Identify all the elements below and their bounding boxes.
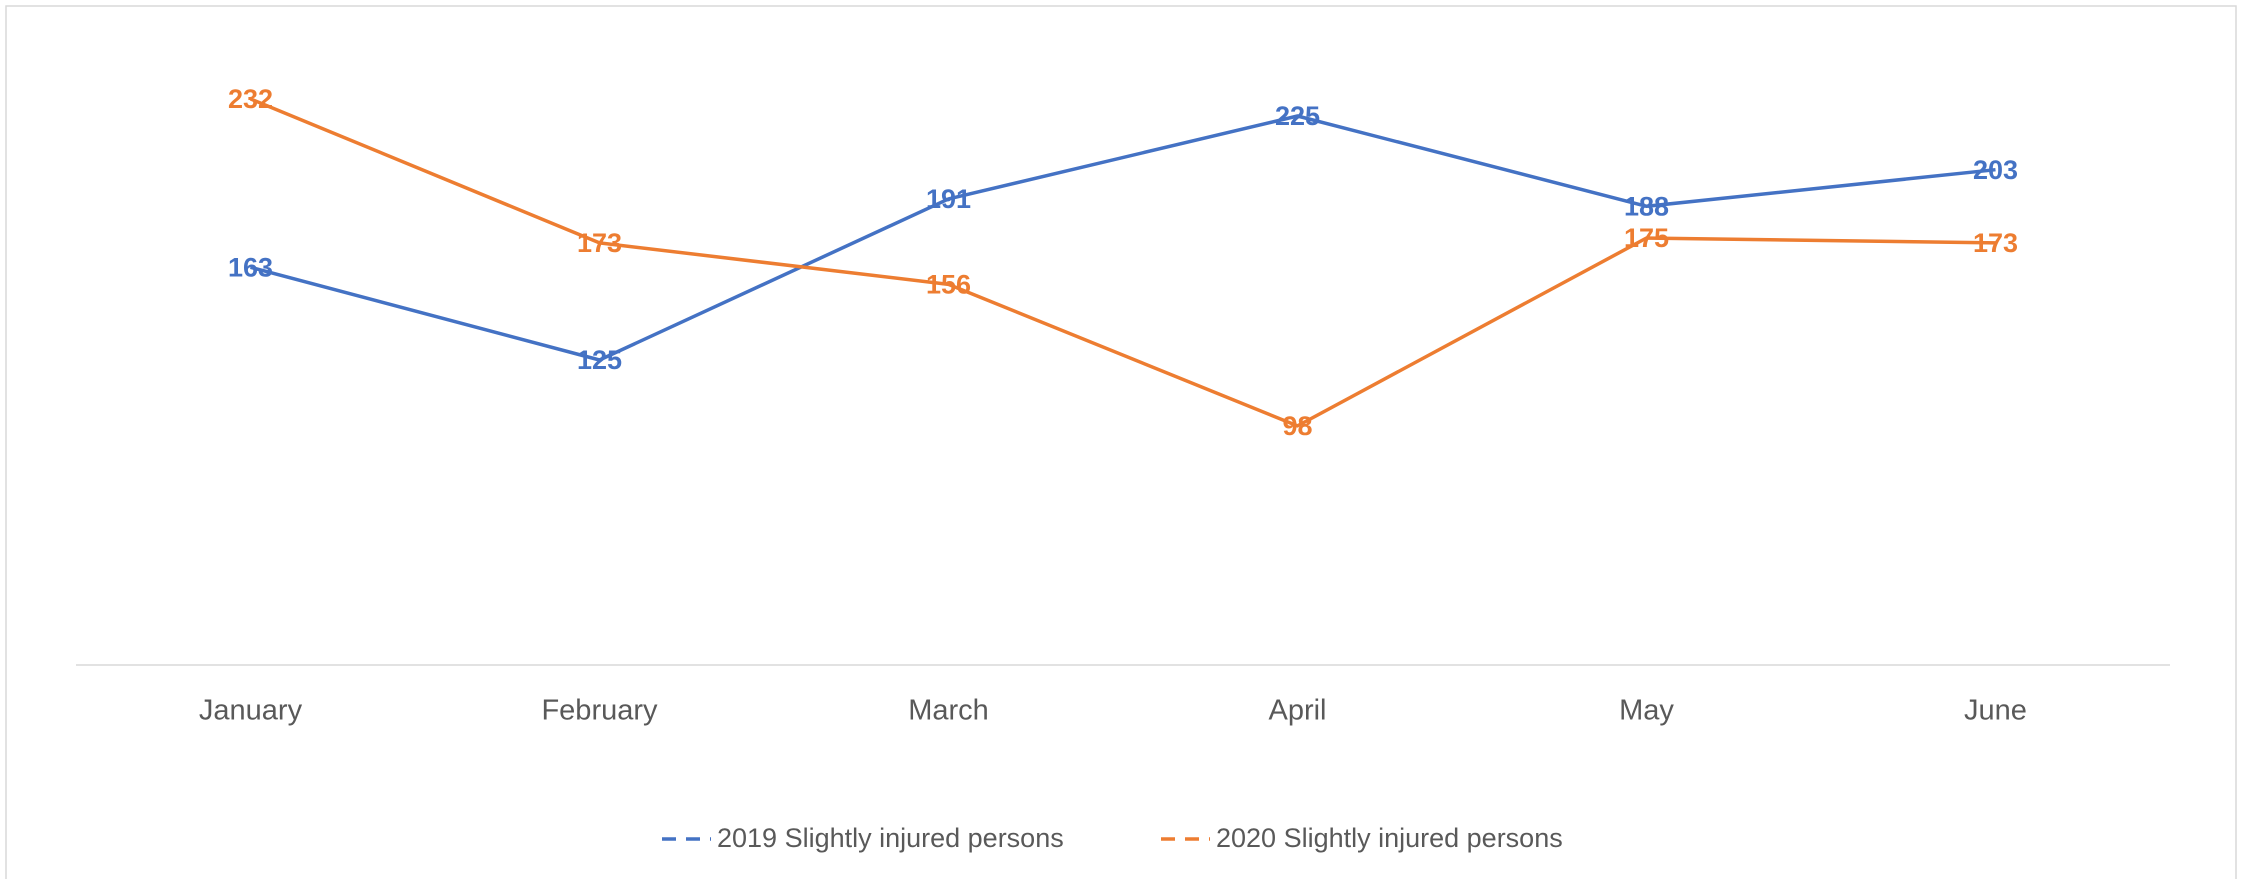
data-label: 175: [1624, 223, 1669, 253]
data-label: 98: [1282, 411, 1312, 441]
data-label: 191: [926, 184, 971, 214]
data-label: 156: [926, 269, 971, 299]
data-label: 225: [1275, 101, 1320, 131]
data-label: 188: [1624, 191, 1669, 221]
data-label: 203: [1973, 155, 2018, 185]
data-label: 163: [228, 252, 273, 282]
x-tick-label: February: [541, 695, 658, 727]
data-label: 232: [228, 84, 273, 114]
data-label: 125: [577, 345, 622, 375]
data-label: 173: [577, 228, 622, 258]
x-tick-label: April: [1268, 695, 1326, 727]
legend-label: 2019 Slightly injured persons: [717, 823, 1064, 853]
legend-label: 2020 Slightly injured persons: [1216, 823, 1563, 853]
x-tick-label: May: [1619, 695, 1674, 727]
x-tick-label: March: [908, 695, 989, 727]
x-tick-label: January: [199, 695, 303, 727]
x-tick-label: June: [1964, 695, 2027, 727]
data-label: 173: [1973, 228, 2018, 258]
series-line: [249, 97, 1996, 428]
series-line: [250, 114, 1996, 362]
